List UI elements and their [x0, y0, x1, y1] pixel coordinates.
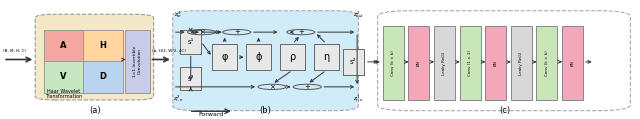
Bar	[44, 30, 83, 62]
Bar	[383, 26, 404, 100]
Text: Haar Wavelet
Transformation: Haar Wavelet Transformation	[45, 89, 82, 99]
Text: s¹: s¹	[188, 39, 194, 45]
Text: Leaky ReLU: Leaky ReLU	[442, 51, 447, 75]
Text: ϕ: ϕ	[255, 52, 262, 62]
Bar	[460, 26, 481, 100]
Text: (b): (b)	[260, 106, 271, 115]
Text: Conv (k × k): Conv (k × k)	[391, 50, 396, 76]
Bar	[180, 67, 201, 90]
Text: (a): (a)	[89, 106, 100, 115]
Text: ×: ×	[269, 84, 275, 90]
Text: s²: s²	[188, 76, 194, 82]
Text: (b, H/2, W/2, 4C): (b, H/2, W/2, 4C)	[152, 49, 186, 53]
FancyBboxPatch shape	[173, 11, 358, 111]
Bar	[434, 26, 455, 100]
Bar	[343, 49, 364, 75]
Text: A: A	[60, 41, 67, 50]
Text: η: η	[323, 52, 330, 62]
Text: Leaky ReLU: Leaky ReLU	[519, 51, 524, 75]
Bar	[485, 26, 506, 100]
Bar	[44, 61, 83, 93]
Bar	[125, 30, 150, 93]
Bar	[536, 26, 557, 100]
Text: $z^1_{t,n}$: $z^1_{t,n}$	[353, 94, 364, 104]
Text: $z^2_{t,n}$: $z^2_{t,n}$	[173, 94, 183, 104]
Text: s²: s²	[350, 59, 356, 65]
Bar	[280, 44, 305, 70]
Bar	[83, 30, 123, 62]
Bar	[511, 26, 532, 100]
Text: $z^2_{out}$: $z^2_{out}$	[353, 9, 364, 20]
Text: H: H	[100, 41, 106, 50]
Bar	[408, 26, 429, 100]
Bar	[246, 44, 271, 70]
FancyBboxPatch shape	[378, 11, 630, 111]
Text: (c): (c)	[499, 106, 510, 115]
Text: ρ: ρ	[289, 52, 296, 62]
Bar	[83, 61, 123, 93]
Text: +: +	[234, 29, 240, 35]
Text: $z^1_{in}$: $z^1_{in}$	[174, 9, 182, 20]
Text: V: V	[60, 72, 67, 81]
Bar	[212, 44, 237, 70]
Text: BN: BN	[570, 60, 575, 66]
Text: D: D	[100, 72, 106, 81]
Text: +: +	[298, 29, 304, 35]
Text: φ: φ	[221, 52, 228, 62]
Text: (B, M, H, C): (B, M, H, C)	[3, 49, 26, 53]
Text: Conv (k × k): Conv (k × k)	[545, 50, 549, 76]
Text: BN: BN	[417, 60, 421, 66]
Text: Conv (1 × 1): Conv (1 × 1)	[468, 50, 472, 76]
Text: ×: ×	[198, 29, 205, 35]
Bar	[562, 26, 583, 100]
Text: BN: BN	[493, 60, 498, 66]
Bar	[180, 30, 201, 54]
Text: Forward: Forward	[198, 112, 224, 117]
Bar	[314, 44, 339, 70]
Text: 1×1 Invertible
Convolution: 1×1 Invertible Convolution	[133, 46, 142, 77]
FancyBboxPatch shape	[35, 14, 154, 100]
Text: +: +	[304, 84, 310, 90]
